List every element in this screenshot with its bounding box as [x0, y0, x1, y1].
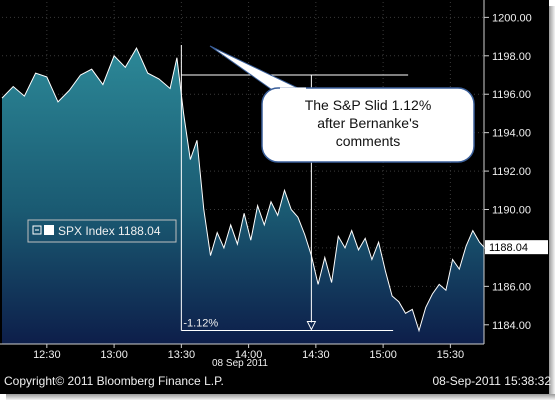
x-tick-label: 14:30 [302, 349, 330, 361]
y-tick-label: 1190.00 [492, 205, 531, 217]
y-tick-label: 1198.00 [492, 51, 531, 63]
x-tick-label: 13:30 [168, 349, 196, 361]
price-chart: -1.12% The S&P Slid 1.12% after Bernanke's… [0, 0, 548, 361]
legend-box [27, 219, 177, 243]
annotation-change-label: -1.12% [183, 318, 218, 330]
x-tick-label: 15:00 [369, 349, 397, 361]
price-line [1, 47, 485, 333]
y-tick-label: 1194.00 [492, 128, 531, 140]
x-tick-label: 12:30 [33, 349, 61, 361]
legend-label: SPX Index 1188.04 [58, 224, 161, 238]
callout-bubble [261, 87, 475, 163]
frame-shadow-right [549, 6, 555, 398]
x-tick-label: 15:30 [437, 349, 465, 361]
chart-frame: -1.12% The S&P Slid 1.12% after Bernanke's… [0, 0, 549, 394]
last-price-label: 1188.04 [489, 242, 528, 254]
y-tick-label: 1192.00 [492, 166, 531, 178]
price-area-fill [2, 48, 484, 344]
axes: 1184.001186.001188.001190.001192.001194.… [0, 0, 548, 361]
callout-text-line: after Bernanke's [317, 115, 419, 131]
x-tick-label: 14:00 [235, 349, 263, 361]
annotation-layer: -1.12% The S&P Slid 1.12% after Bernanke's… [180, 45, 475, 332]
y-tick-label: 1184.00 [492, 320, 531, 332]
y-tick-label: 1200.00 [492, 12, 532, 24]
callout-text-line: comments [336, 133, 401, 149]
price-area [1, 47, 485, 344]
copyright-text: Copyright© 2011 Bloomberg Finance L.P. [4, 374, 224, 388]
callout-text-line: The S&P Slid 1.12% [305, 97, 432, 113]
x-tick-label: 13:00 [100, 349, 128, 361]
callout-pointer [209, 45, 304, 95]
annotation-drop-arrow [306, 321, 317, 331]
timestamp-text: 08-Sep-2011 15:38:32 [432, 374, 551, 388]
legend-checkbox [32, 225, 42, 235]
frame-shadow-bottom [6, 394, 555, 400]
date-label: 08 Sep 2011 [212, 358, 268, 369]
y-tick-label: 1186.00 [492, 281, 531, 293]
legend-swatch [44, 225, 54, 235]
y-tick-label: 1196.00 [492, 89, 531, 101]
last-price-box [485, 240, 548, 255]
